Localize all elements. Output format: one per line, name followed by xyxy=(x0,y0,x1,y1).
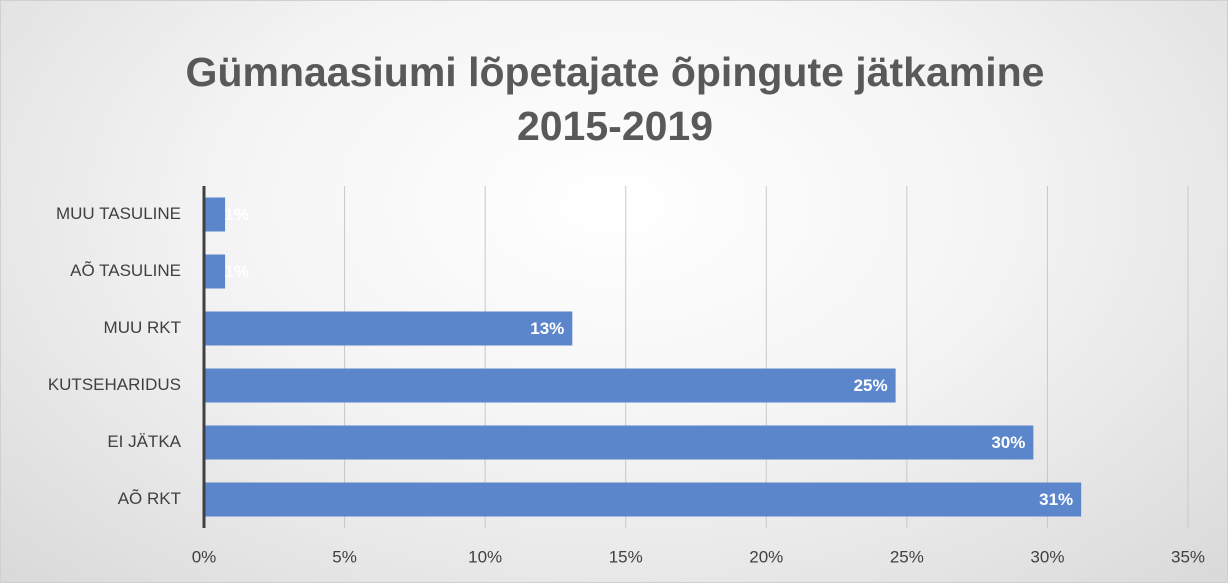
x-tick-label: 0% xyxy=(192,547,217,566)
bar xyxy=(204,254,226,289)
x-tick-label: 15% xyxy=(609,547,643,566)
x-tick-label: 25% xyxy=(890,547,924,566)
value-label: 25% xyxy=(854,376,888,395)
value-label: 1% xyxy=(224,262,249,281)
value-label: 1% xyxy=(224,205,249,224)
bar xyxy=(204,482,1082,517)
y-tick-label: AÕ RKT xyxy=(118,489,181,508)
x-tick-label: 5% xyxy=(332,547,357,566)
value-label: 31% xyxy=(1039,490,1073,509)
bar xyxy=(204,425,1034,460)
y-tick-label: EI JÄTKA xyxy=(107,432,181,451)
y-tick-label: MUU TASULINE xyxy=(56,204,181,223)
chart-title: Gümnaasiumi lõpetajate õpingute jätkamin… xyxy=(185,49,1045,149)
x-tick-label: 10% xyxy=(468,547,502,566)
value-label: 30% xyxy=(991,433,1025,452)
x-tick-label: 35% xyxy=(1171,547,1205,566)
y-tick-label: KUTSEHARIDUS xyxy=(48,375,181,394)
y-tick-label: AÕ TASULINE xyxy=(70,261,181,280)
bar xyxy=(204,368,896,403)
x-tick-label: 20% xyxy=(749,547,783,566)
x-tick-label: 30% xyxy=(1030,547,1064,566)
y-tick-label: MUU RKT xyxy=(104,318,181,337)
bar xyxy=(204,197,226,232)
value-label: 13% xyxy=(530,319,564,338)
bar xyxy=(204,311,573,346)
